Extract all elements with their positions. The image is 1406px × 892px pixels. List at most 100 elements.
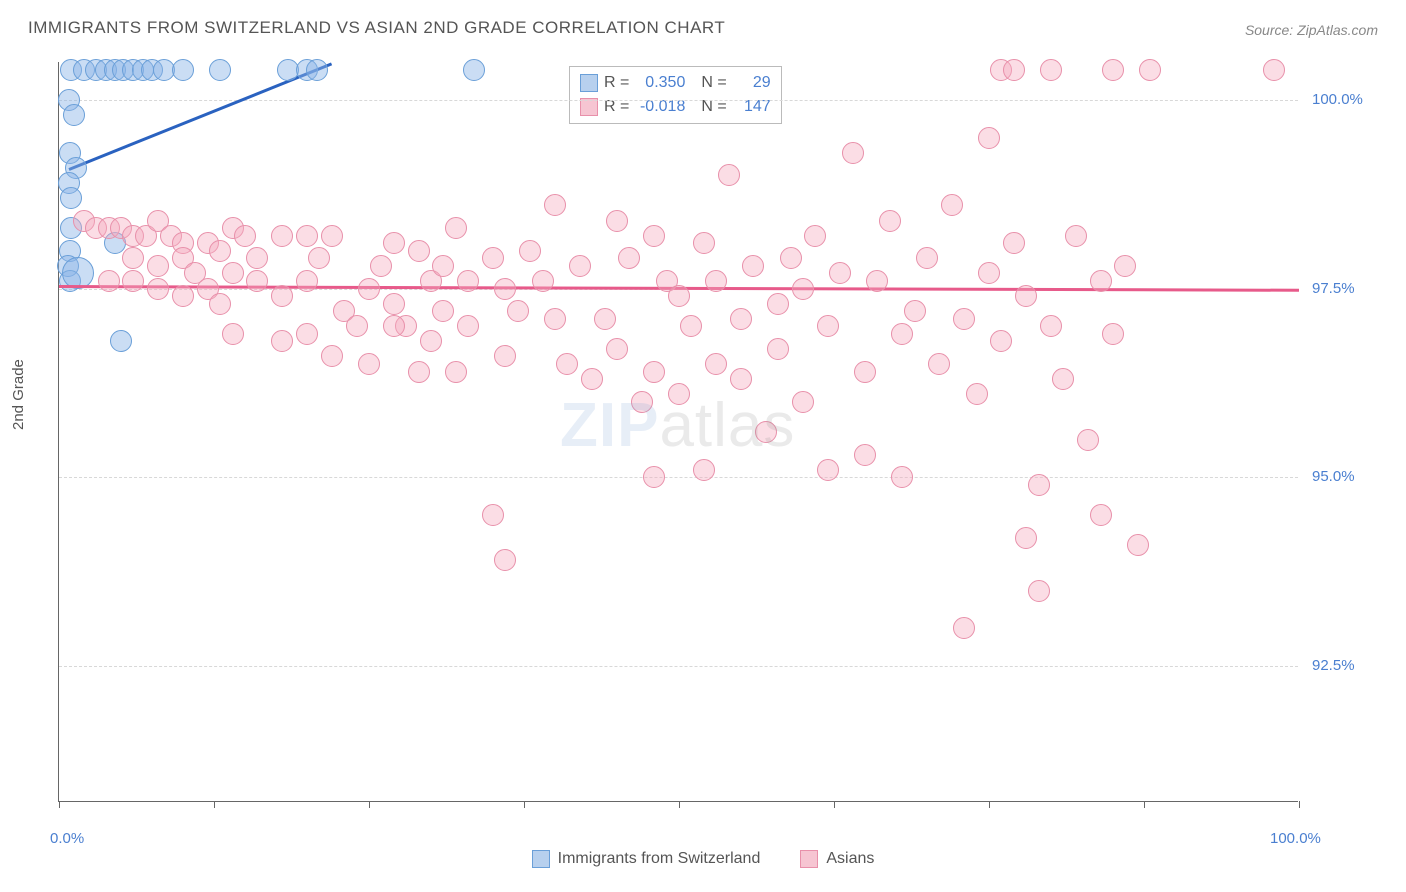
scatter-point (296, 225, 318, 247)
y-tick-label: 100.0% (1312, 91, 1363, 108)
scatter-point (370, 255, 392, 277)
x-tick (369, 801, 370, 808)
scatter-point (98, 270, 120, 292)
scatter-point (978, 127, 1000, 149)
scatter-point (631, 391, 653, 413)
scatter-point (172, 285, 194, 307)
scatter-point (1040, 315, 1062, 337)
scatter-point (829, 262, 851, 284)
scatter-point (408, 361, 430, 383)
scatter-point (581, 368, 603, 390)
y-tick-label: 97.5% (1312, 280, 1355, 297)
y-tick-label: 92.5% (1312, 657, 1355, 674)
scatter-point (1065, 225, 1087, 247)
scatter-point (296, 323, 318, 345)
legend-swatch (800, 850, 818, 868)
scatter-point (705, 353, 727, 375)
scatter-point (904, 300, 926, 322)
scatter-point (1127, 534, 1149, 556)
scatter-point (306, 59, 328, 81)
legend-r-label: R = (604, 95, 629, 119)
scatter-point (842, 142, 864, 164)
x-tick (679, 801, 680, 808)
scatter-point (308, 247, 330, 269)
scatter-point (147, 255, 169, 277)
x-tick (989, 801, 990, 808)
x-tick (214, 801, 215, 808)
scatter-point (321, 225, 343, 247)
scatter-point (1114, 255, 1136, 277)
scatter-point (110, 330, 132, 352)
scatter-point (507, 300, 529, 322)
scatter-point (891, 323, 913, 345)
scatter-point (742, 255, 764, 277)
scatter-point (222, 323, 244, 345)
scatter-point (693, 459, 715, 481)
scatter-point (854, 444, 876, 466)
scatter-point (60, 187, 82, 209)
scatter-point (445, 361, 467, 383)
scatter-point (1102, 323, 1124, 345)
scatter-point (296, 270, 318, 292)
scatter-point (494, 549, 516, 571)
scatter-point (928, 353, 950, 375)
scatter-point (1102, 59, 1124, 81)
scatter-point (891, 466, 913, 488)
scatter-point (1052, 368, 1074, 390)
legend-item: Immigrants from Switzerland (532, 850, 761, 868)
scatter-point (594, 308, 616, 330)
legend-swatch (532, 850, 550, 868)
x-tick (1299, 801, 1300, 808)
scatter-point (1077, 429, 1099, 451)
scatter-point (420, 330, 442, 352)
scatter-point (383, 293, 405, 315)
scatter-point (693, 232, 715, 254)
scatter-point (544, 308, 566, 330)
scatter-point (606, 338, 628, 360)
scatter-point (494, 278, 516, 300)
scatter-point (817, 315, 839, 337)
scatter-point (346, 315, 368, 337)
scatter-point (879, 210, 901, 232)
scatter-point (383, 232, 405, 254)
scatter-point (532, 270, 554, 292)
scatter-point (1040, 59, 1062, 81)
scatter-point (321, 345, 343, 367)
correlation-legend: R = 0.350N = 29R = -0.018N = 147 (569, 66, 782, 124)
scatter-point (1028, 580, 1050, 602)
scatter-point (780, 247, 802, 269)
source-label: Source: ZipAtlas.com (1245, 22, 1378, 38)
scatter-point (680, 315, 702, 337)
scatter-point (990, 330, 1012, 352)
x-tick (524, 801, 525, 808)
scatter-point (209, 59, 231, 81)
chart-plot-area: R = 0.350N = 29R = -0.018N = 147 (58, 62, 1298, 802)
scatter-point (643, 225, 665, 247)
scatter-point (718, 164, 740, 186)
legend-r-label: R = (604, 71, 629, 95)
scatter-point (730, 368, 752, 390)
scatter-point (668, 383, 690, 405)
legend-series-label: Immigrants from Switzerland (558, 850, 761, 868)
scatter-point (271, 330, 293, 352)
scatter-point (234, 225, 256, 247)
scatter-point (1015, 527, 1037, 549)
scatter-point (668, 285, 690, 307)
scatter-point (569, 255, 591, 277)
scatter-point (408, 240, 430, 262)
scatter-point (209, 240, 231, 262)
scatter-point (1015, 285, 1037, 307)
scatter-point (445, 217, 467, 239)
scatter-point (519, 240, 541, 262)
scatter-point (457, 270, 479, 292)
legend-r-value: 0.350 (635, 71, 685, 95)
scatter-point (122, 247, 144, 269)
scatter-point (966, 383, 988, 405)
gridline (59, 477, 1298, 478)
scatter-point (482, 504, 504, 526)
scatter-point (63, 104, 85, 126)
scatter-point (730, 308, 752, 330)
scatter-point (767, 338, 789, 360)
scatter-point (222, 262, 244, 284)
legend-n-label: N = (701, 71, 726, 95)
